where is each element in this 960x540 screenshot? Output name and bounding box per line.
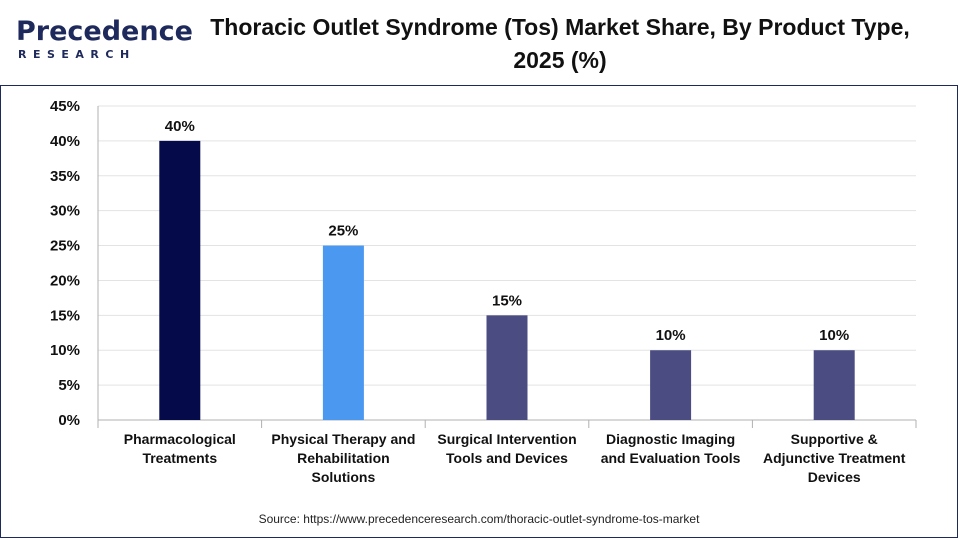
data-label: 10% bbox=[819, 327, 849, 344]
brand-name: Precedence bbox=[16, 16, 193, 47]
y-tick-label: 5% bbox=[58, 377, 80, 394]
y-tick-label: 25% bbox=[50, 238, 80, 255]
data-label: 40% bbox=[165, 118, 195, 135]
y-tick-label: 10% bbox=[50, 342, 80, 359]
bar bbox=[159, 140, 201, 420]
bar bbox=[650, 350, 692, 420]
y-tick-label: 20% bbox=[50, 272, 80, 289]
data-label: 15% bbox=[492, 292, 522, 309]
data-label: 10% bbox=[656, 327, 686, 344]
bar bbox=[322, 245, 364, 420]
y-tick-label: 35% bbox=[50, 168, 80, 185]
header: Precedence RESEARCH Thoracic Outlet Synd… bbox=[0, 0, 958, 86]
x-tick-label: Diagnostic Imaging and Evaluation Tools bbox=[601, 431, 741, 466]
y-tick-label: 30% bbox=[50, 203, 80, 220]
chart-title: Thoracic Outlet Syndrome (Tos) Market Sh… bbox=[210, 14, 910, 73]
data-label: 25% bbox=[328, 223, 358, 240]
x-tick-label: Surgical Intervention Tools and Devices bbox=[437, 431, 576, 466]
source-note: Source: https://www.precedenceresearch.c… bbox=[258, 512, 700, 526]
bar bbox=[813, 350, 855, 420]
x-tick-label: Pharmacological Treatments bbox=[124, 431, 236, 466]
y-tick-label: 45% bbox=[50, 98, 80, 115]
y-tick-label: 15% bbox=[50, 307, 80, 324]
chart-area: 0% 5% 10% 15% 20% 25% 30% 35% 40% 45% 40% Pharmacol… bbox=[0, 86, 958, 506]
brand-sub: RESEARCH bbox=[18, 48, 136, 61]
x-tick-label: Supportive & Adjunctive Treatment Devices bbox=[763, 431, 906, 485]
x-tick-label: Physical Therapy and Rehabilitation Soluti… bbox=[271, 431, 415, 485]
brand-logo: Precedence RESEARCH bbox=[16, 16, 193, 66]
y-tick-label: 0% bbox=[58, 412, 80, 429]
y-tick-label: 40% bbox=[50, 133, 80, 150]
bar-chart: 0% 5% 10% 15% 20% 25% 30% 35% 40% 45% 40% Pharmacol… bbox=[50, 98, 917, 485]
bar bbox=[486, 315, 528, 420]
